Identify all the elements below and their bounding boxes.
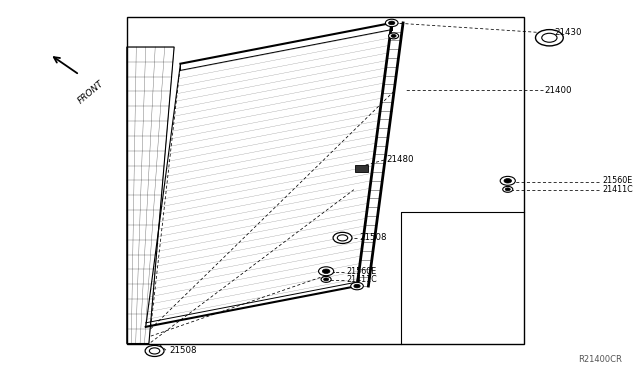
Text: 21411C: 21411C xyxy=(346,275,377,284)
Text: 21480: 21480 xyxy=(387,155,414,164)
Circle shape xyxy=(502,186,513,192)
Circle shape xyxy=(385,19,398,27)
Circle shape xyxy=(504,179,511,183)
Circle shape xyxy=(500,176,515,185)
Circle shape xyxy=(388,21,395,25)
Text: 21560E: 21560E xyxy=(346,267,376,276)
Circle shape xyxy=(324,278,329,281)
Circle shape xyxy=(333,232,352,243)
Bar xyxy=(355,165,368,172)
Circle shape xyxy=(351,282,364,290)
Text: 21508: 21508 xyxy=(359,233,387,243)
Text: 21508: 21508 xyxy=(170,346,197,355)
Text: R21400CR: R21400CR xyxy=(578,355,622,364)
Circle shape xyxy=(323,269,330,273)
Circle shape xyxy=(536,30,563,46)
Text: FRONT: FRONT xyxy=(76,78,106,105)
Circle shape xyxy=(321,276,331,282)
Text: 21560E: 21560E xyxy=(602,176,632,185)
Circle shape xyxy=(354,284,360,288)
Circle shape xyxy=(391,35,396,37)
Text: 21411C: 21411C xyxy=(602,185,633,194)
Circle shape xyxy=(388,33,399,39)
Text: 21430: 21430 xyxy=(554,28,582,37)
Bar xyxy=(127,17,524,343)
Circle shape xyxy=(505,188,510,191)
Text: 21400: 21400 xyxy=(545,86,572,95)
Circle shape xyxy=(145,345,164,356)
Circle shape xyxy=(319,267,333,276)
